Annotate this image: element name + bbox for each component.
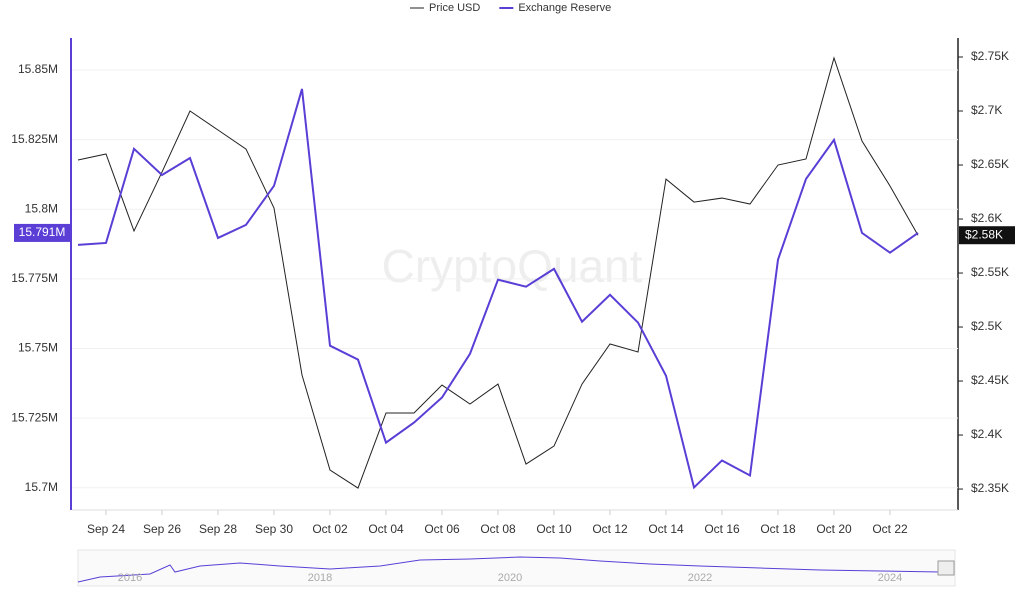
legend-label: Price USD (429, 2, 480, 14)
y2-tick-label: $2.65K (971, 157, 1009, 171)
y2-tick-label: $2.4K (971, 427, 1002, 441)
y-tick-label: 15.825M (11, 132, 58, 146)
x-tick-label: Oct 20 (816, 522, 852, 536)
navigator-label: 2018 (308, 572, 332, 584)
navigator-handle[interactable] (937, 560, 955, 576)
x-tick-label: Oct 16 (704, 522, 740, 536)
last-value-badge (959, 226, 1015, 245)
y2-tick-label: $2.35K (971, 481, 1009, 495)
y-tick-label: 15.725M (11, 410, 58, 424)
y-tick-label: 15.775M (11, 271, 58, 285)
y2-tick-label: $2.6K (971, 211, 1002, 225)
navigator-label: 2024 (878, 572, 902, 584)
series-line (77, 88, 919, 490)
last-value-label: $2.58K (965, 227, 1003, 241)
last-value-badge (14, 223, 70, 242)
y2-tick-label: $2.5K (971, 319, 1002, 333)
last-value-label: 15.791M (19, 225, 66, 239)
y-tick-label: 15.7M (25, 480, 58, 494)
y-tick-label: 15.85M (18, 62, 58, 76)
x-tick-label: Oct 14 (648, 522, 684, 536)
navigator (77, 549, 956, 587)
x-tick-label: Sep 24 (87, 522, 125, 536)
x-tick-label: Oct 22 (872, 522, 908, 536)
x-tick-label: Sep 26 (143, 522, 181, 536)
navigator-label: 2020 (498, 572, 522, 584)
x-tick-label: Oct 04 (368, 522, 404, 536)
navigator-label: 2016 (118, 572, 142, 584)
navigator-line (77, 556, 941, 583)
navigator-label: 2022 (688, 572, 712, 584)
y2-tick-label: $2.45K (971, 373, 1009, 387)
y-tick-label: 15.75M (18, 341, 58, 355)
x-tick-label: Sep 30 (255, 522, 293, 536)
x-tick-label: Oct 12 (592, 522, 628, 536)
x-tick-label: Oct 10 (536, 522, 572, 536)
x-tick-label: Oct 02 (312, 522, 348, 536)
x-tick-label: Oct 18 (760, 522, 796, 536)
y2-tick-label: $2.75K (971, 49, 1009, 63)
y2-tick-label: $2.55K (971, 265, 1009, 279)
series-line (77, 56, 919, 489)
watermark: CryptoQuant (382, 240, 643, 292)
x-tick-label: Oct 08 (480, 522, 516, 536)
y-tick-label: 15.8M (25, 201, 58, 215)
y2-tick-label: $2.7K (971, 103, 1002, 117)
x-tick-label: Sep 28 (199, 522, 237, 536)
x-tick-label: Oct 06 (424, 522, 460, 536)
legend-label: Exchange Reserve (518, 2, 611, 14)
